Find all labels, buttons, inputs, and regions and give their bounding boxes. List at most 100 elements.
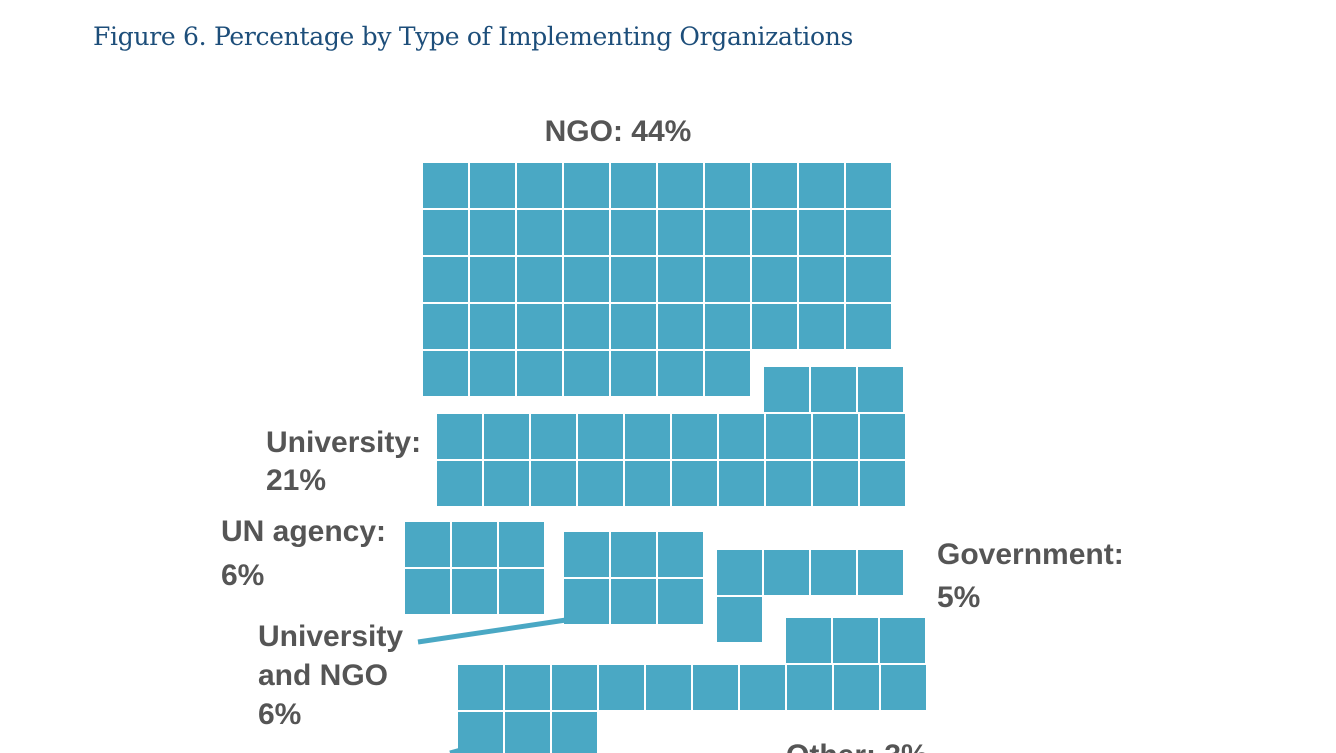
waffle-square-university <box>813 461 858 506</box>
waffle-square-un-agency <box>499 522 544 567</box>
waffle-square-ngo <box>611 304 656 349</box>
waffle-square-ngo <box>705 351 750 396</box>
waffle-square-other <box>646 665 691 710</box>
waffle-square-other <box>833 618 878 663</box>
waffle-square-ngo <box>470 257 515 302</box>
waffle-square-university <box>811 367 856 412</box>
waffle-square-ngo <box>846 304 891 349</box>
waffle-square-university <box>564 579 609 624</box>
waffle-square-other <box>693 665 738 710</box>
waffle-square-other <box>552 712 597 753</box>
waffle-square-other <box>552 665 597 710</box>
waffle-square-ngo <box>846 163 891 208</box>
waffle-square-university <box>658 532 703 577</box>
waffle-square-university <box>611 532 656 577</box>
waffle-square-ngo <box>799 257 844 302</box>
waffle-square-ngo <box>517 210 562 255</box>
waffle-square-ngo <box>705 304 750 349</box>
waffle-square-ngo <box>752 304 797 349</box>
waffle-square-other <box>458 665 503 710</box>
waffle-square-university <box>658 579 703 624</box>
waffle-square-university <box>578 414 623 459</box>
waffle-square-ngo <box>517 304 562 349</box>
waffle-square-university <box>611 579 656 624</box>
waffle-square-ngo <box>799 210 844 255</box>
waffle-square-ngo <box>423 304 468 349</box>
waffle-square-university <box>531 414 576 459</box>
waffle-square-ngo <box>564 210 609 255</box>
waffle-square-un-agency <box>405 522 450 567</box>
waffle-square-university <box>437 414 482 459</box>
waffle-square-university <box>672 461 717 506</box>
waffle-square-government <box>717 597 762 642</box>
waffle-square-other <box>505 712 550 753</box>
category-label-un-agency: UN agency: 6% <box>221 515 386 592</box>
waffle-square-other <box>740 665 785 710</box>
waffle-square-university <box>484 461 529 506</box>
waffle-square-university <box>813 414 858 459</box>
waffle-square-ngo <box>611 351 656 396</box>
waffle-square-ngo <box>564 351 609 396</box>
waffle-square-ngo <box>705 163 750 208</box>
waffle-square-ngo <box>470 163 515 208</box>
waffle-square-university <box>531 461 576 506</box>
waffle-square-ngo <box>470 210 515 255</box>
waffle-square-university <box>764 367 809 412</box>
waffle-square-university <box>766 461 811 506</box>
connector-line-university-ngo <box>417 617 567 645</box>
waffle-square-university <box>672 414 717 459</box>
waffle-square-ngo <box>470 351 515 396</box>
waffle-square-government <box>717 550 762 595</box>
waffle-square-ngo <box>752 257 797 302</box>
waffle-square-university <box>625 461 670 506</box>
waffle-square-university <box>860 461 905 506</box>
waffle-square-other <box>787 665 832 710</box>
waffle-square-other <box>505 665 550 710</box>
waffle-square-ngo <box>799 163 844 208</box>
category-label-government: Government: 5% <box>937 538 1124 614</box>
waffle-square-other <box>786 618 831 663</box>
waffle-square-ngo <box>470 304 515 349</box>
waffle-square-ngo <box>611 163 656 208</box>
waffle-square-ngo <box>423 163 468 208</box>
category-label-other: Other: 3% <box>786 739 928 753</box>
waffle-square-ngo <box>423 257 468 302</box>
waffle-square-ngo <box>611 257 656 302</box>
waffle-square-other <box>834 665 879 710</box>
waffle-square-ngo <box>517 257 562 302</box>
category-label-university: University and NGO 6% <box>258 620 403 731</box>
waffle-square-ngo <box>846 257 891 302</box>
waffle-square-ngo <box>564 257 609 302</box>
waffle-square-ngo <box>611 210 656 255</box>
waffle-square-university <box>484 414 529 459</box>
waffle-square-ngo <box>517 351 562 396</box>
waffle-square-ngo <box>658 210 703 255</box>
waffle-square-un-agency <box>405 569 450 614</box>
waffle-square-university <box>625 414 670 459</box>
waffle-square-other <box>599 665 644 710</box>
waffle-square-ngo <box>423 210 468 255</box>
waffle-square-government <box>811 550 856 595</box>
waffle-square-university <box>766 414 811 459</box>
waffle-square-ngo <box>564 163 609 208</box>
waffle-square-ngo <box>658 163 703 208</box>
waffle-square-university <box>719 461 764 506</box>
waffle-square-other <box>880 618 925 663</box>
waffle-square-ngo <box>752 163 797 208</box>
waffle-square-ngo <box>705 210 750 255</box>
waffle-square-un-agency <box>452 569 497 614</box>
waffle-square-university <box>719 414 764 459</box>
waffle-square-university <box>858 367 903 412</box>
waffle-square-university <box>564 532 609 577</box>
waffle-square-government <box>858 550 903 595</box>
waffle-square-ngo <box>705 257 750 302</box>
figure-title: Figure 6. Percentage by Type of Implemen… <box>93 22 854 51</box>
waffle-square-university <box>578 461 623 506</box>
waffle-square-university <box>860 414 905 459</box>
waffle-square-ngo <box>799 304 844 349</box>
waffle-square-ngo <box>752 210 797 255</box>
waffle-square-ngo <box>658 304 703 349</box>
waffle-square-ngo <box>658 351 703 396</box>
waffle-square-ngo <box>423 351 468 396</box>
